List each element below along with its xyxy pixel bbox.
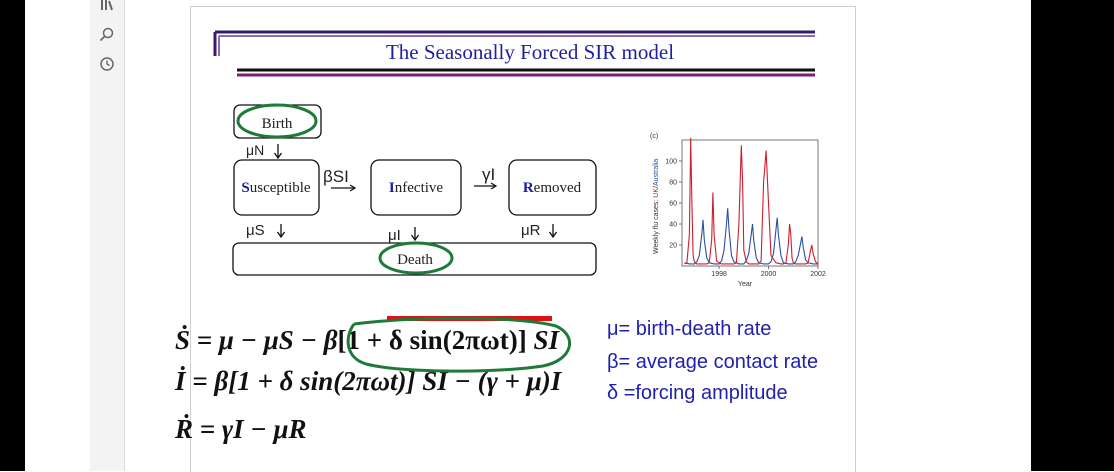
x-tick-label-2: 2002 — [810, 271, 826, 278]
recovery-rate-label: γI — [482, 165, 495, 184]
legend-beta: β= average contact rate — [607, 351, 819, 373]
i-dot-symbol: İ — [175, 366, 186, 396]
forcing-term-circle-annotation — [346, 316, 572, 373]
infective-label: Infective — [389, 180, 443, 196]
equation-removed: Ṙ = γI − μR — [175, 414, 307, 444]
death-rate-r-label: μR — [521, 222, 541, 239]
x-tick-label-0: 1998 — [711, 271, 727, 278]
search-icon[interactable] — [98, 26, 116, 44]
left-black-margin — [0, 0, 25, 471]
y-tick-label-4: 100 — [665, 159, 677, 166]
x-tick-label-1: 2000 — [761, 271, 777, 278]
title-decorative-rules — [213, 30, 815, 77]
r-dot-symbol: Ṙ — [175, 414, 194, 444]
susceptible-box — [233, 159, 320, 216]
death-rate-s-label: μS — [246, 222, 265, 239]
chart-y-axis-label: Weekly flu cases: UK/Australia — [653, 159, 660, 254]
s-dot-symbol: Ṡ — [175, 325, 191, 355]
slide-title: The Seasonally Forced SIR model — [385, 40, 675, 64]
chart-panel-label: (c) — [650, 133, 658, 140]
series-line-uk — [684, 137, 819, 265]
y-tick-label-1: 40 — [669, 222, 677, 229]
slide-canvas — [190, 6, 856, 472]
viewer-side-rail — [90, 0, 125, 471]
removed-box — [508, 159, 597, 216]
birth-label: Birth — [262, 116, 293, 132]
death-label: Death — [397, 252, 433, 268]
library-icon[interactable] — [98, 0, 116, 12]
infective-box — [370, 159, 462, 216]
removed-label: Removed — [523, 180, 582, 196]
birth-circle-annotation — [236, 103, 318, 139]
y-tick-label-3: 80 — [669, 180, 677, 187]
susceptible-label: Susceptible — [241, 180, 310, 196]
y-tick-label-0: 20 — [669, 243, 677, 250]
sir-compartment-diagram: Birth μN Susceptible βSI Infective γI Re… — [232, 103, 597, 276]
infection-rate-label: βSI — [323, 167, 349, 186]
death-circle-annotation — [378, 241, 454, 275]
death-rate-i-label: μI — [388, 227, 401, 244]
chart-x-axis-label: Year — [738, 281, 753, 288]
weekly-flu-cases-chart: (c) Weekly flu cases: UK/Australia Year … — [650, 133, 826, 288]
birth-rate-label: μN — [246, 142, 264, 158]
y-tick-label-2: 60 — [669, 201, 677, 208]
equation-susceptible: Ṡ = μ − μS − β[1 + δ sin(2πωt)] SI — [175, 325, 559, 355]
series-line-australia — [684, 208, 818, 265]
right-black-margin — [1031, 0, 1114, 471]
legend-mu: μ= birth-death rate — [607, 318, 772, 340]
history-clock-icon[interactable] — [98, 55, 116, 73]
legend-delta: δ =forcing amplitude — [607, 382, 788, 404]
